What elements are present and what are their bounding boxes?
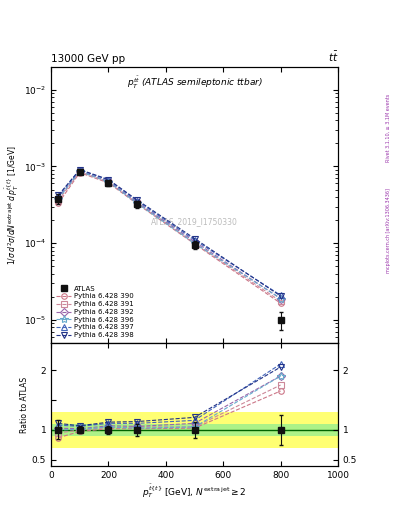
Text: $t\bar{t}$: $t\bar{t}$ bbox=[327, 50, 338, 64]
Text: $p_T^{t\bar{t}}$ (ATLAS semileptonic ttbar): $p_T^{t\bar{t}}$ (ATLAS semileptonic ttb… bbox=[127, 75, 263, 91]
Text: 13000 GeV pp: 13000 GeV pp bbox=[51, 54, 125, 64]
Legend: ATLAS, Pythia 6.428 390, Pythia 6.428 391, Pythia 6.428 392, Pythia 6.428 396, P: ATLAS, Pythia 6.428 390, Pythia 6.428 39… bbox=[55, 284, 135, 339]
Text: Rivet 3.1.10, ≥ 3.1M events: Rivet 3.1.10, ≥ 3.1M events bbox=[386, 94, 391, 162]
X-axis label: $p_T^{\bar{t}\{t\}}$ [GeV], $N^{\rm extra\,jet} \geq 2$: $p_T^{\bar{t}\{t\}}$ [GeV], $N^{\rm extr… bbox=[142, 482, 247, 500]
Y-axis label: $1/\sigma\,d^2\sigma / dN^{\rm extra\,jet}\,d\,p_T^{\bar{t}\{t\}}$ [1/GeV]: $1/\sigma\,d^2\sigma / dN^{\rm extra\,je… bbox=[4, 145, 21, 265]
Y-axis label: Ratio to ATLAS: Ratio to ATLAS bbox=[20, 376, 29, 433]
Bar bbox=[51, 424, 338, 436]
Text: ATLAS_2019_I1750330: ATLAS_2019_I1750330 bbox=[151, 217, 238, 226]
Text: mcplots.cern.ch [arXiv:1306.3436]: mcplots.cern.ch [arXiv:1306.3436] bbox=[386, 188, 391, 273]
Bar bbox=[51, 412, 338, 448]
